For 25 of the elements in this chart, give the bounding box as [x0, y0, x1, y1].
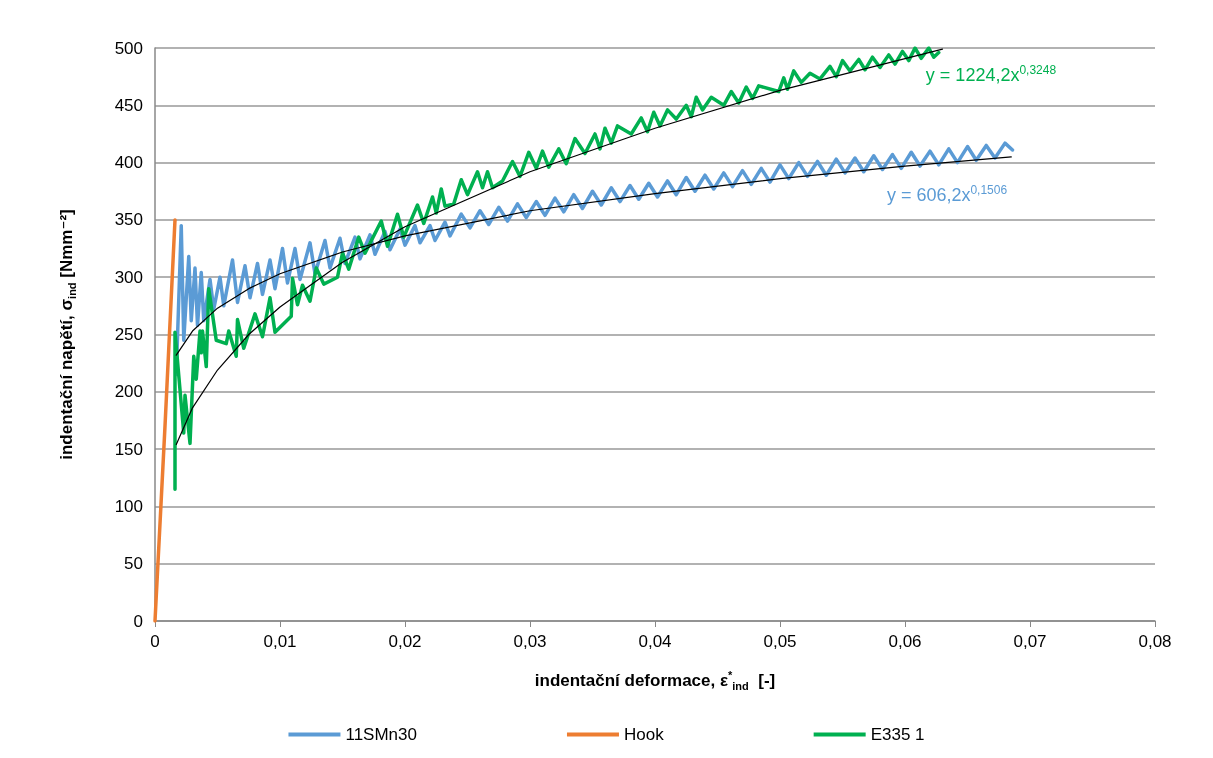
x-axis-title: indentační deformace, ε*ind [-]: [534, 668, 776, 692]
legend-label: 11SMn30: [345, 725, 417, 744]
legend-label: E335 1: [870, 725, 925, 744]
y-tick-label: 500: [114, 38, 143, 58]
y-tick-label: 400: [114, 153, 143, 173]
x-tick-label: 0,07: [1013, 632, 1047, 651]
y-tick-label: 200: [114, 382, 143, 402]
y-tick-label: 150: [114, 439, 143, 459]
y-tick-label: 300: [114, 267, 143, 287]
y-tick-label: 350: [114, 210, 143, 230]
x-tick-label: 0,03: [513, 632, 547, 651]
x-tick-label: 0,06: [888, 632, 922, 651]
x-tick-label: 0,02: [388, 632, 422, 651]
x-tick-label: 0,08: [1138, 632, 1172, 651]
y-tick-label: 450: [114, 95, 143, 115]
y-tick-label: 50: [124, 554, 143, 574]
y-axis-title: indentační napětí, σind [Nmm⁻²]: [56, 209, 78, 460]
x-tick-label: 0,05: [763, 632, 797, 651]
legend-label: Hook: [623, 725, 665, 744]
x-tick-label: 0: [150, 632, 160, 651]
x-tick-label: 0,01: [263, 632, 297, 651]
y-tick-label: 0: [133, 611, 143, 631]
y-tick-label: 250: [114, 325, 143, 344]
y-tick-label: 100: [114, 496, 143, 516]
x-tick-label: 0,04: [638, 632, 672, 651]
